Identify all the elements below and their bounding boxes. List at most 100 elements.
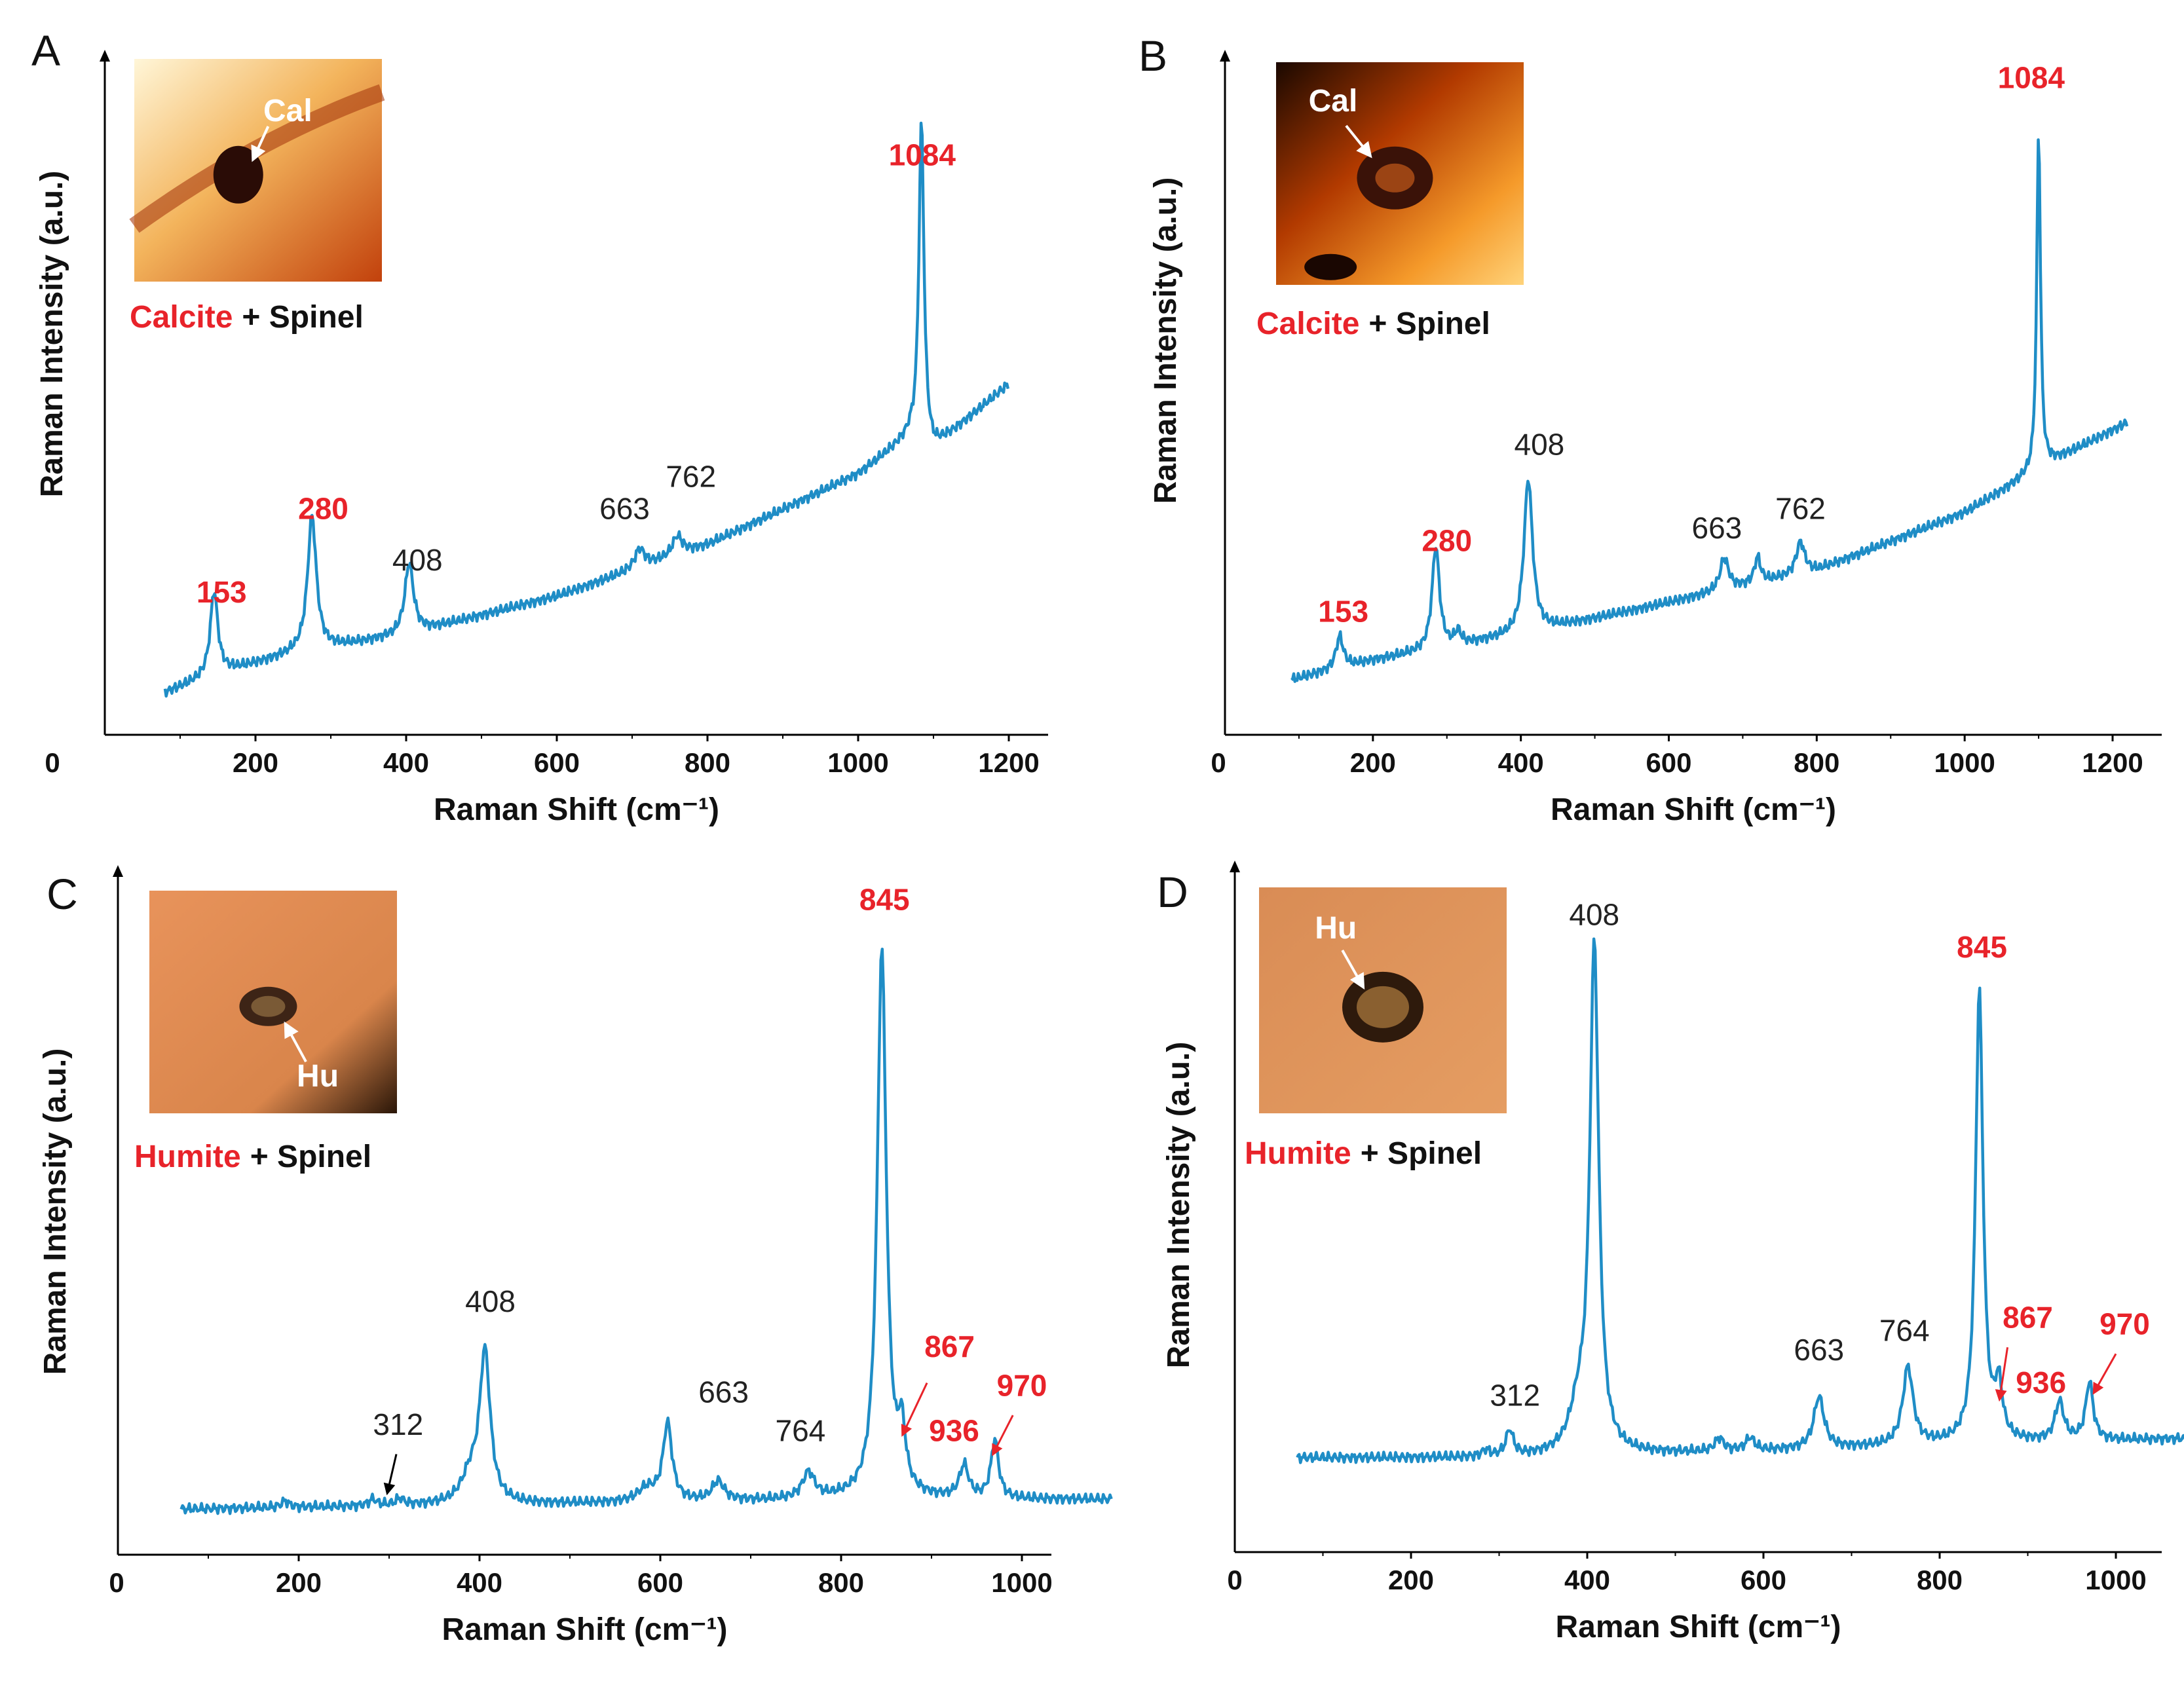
panel-a: 0 200 400 600 800 1000 1200 Raman Shift (cm⁻¹) R… [31, 26, 1048, 827]
x-axis-label: Raman Shift (cm⁻¹) [1555, 1610, 1841, 1644]
peak-label: 845 [1957, 930, 2007, 964]
inset-micrograph: Hu [1259, 887, 1507, 1113]
inset-arrow [284, 1021, 307, 1063]
x-tick-label: 600 [534, 747, 580, 778]
peak-label: 408 [465, 1284, 516, 1318]
x-tick-label: 1000 [991, 1567, 1052, 1598]
x-tick-label: 1200 [2082, 747, 2143, 778]
peak-label: 936 [2016, 1365, 2066, 1400]
peak-label: 936 [929, 1414, 979, 1448]
peak-label: 762 [666, 459, 716, 493]
x-tick-label: 400 [1498, 747, 1544, 778]
y-axis-arrow-icon [113, 865, 123, 877]
mineral-rest: + Spinel [1361, 1136, 1482, 1171]
mineral-rest: + Spinel [242, 300, 363, 335]
panel-c: 0 200 400 600 800 1000 Raman Shift (cm⁻¹) Raman… [38, 865, 1113, 1647]
peak-label: 1084 [1998, 61, 2065, 95]
inset-arrow [1345, 124, 1372, 158]
y-axis-label: Raman Intensity (a.u.) [38, 1048, 73, 1375]
x-tick-label: 0 [1211, 747, 1226, 778]
x-tick-label: 1200 [978, 747, 1039, 778]
peak-label: 280 [1421, 524, 1472, 558]
x-tick-label: 600 [1646, 747, 1691, 778]
x-tick-label: 600 [1741, 1565, 1786, 1595]
x-tick-label: 200 [1350, 747, 1396, 778]
x-tick-label: 200 [233, 747, 278, 778]
mineral-caption: Calcite + Spinel [130, 300, 364, 335]
peak-label: 153 [1318, 595, 1368, 629]
x-tick-label: 0 [109, 1567, 124, 1598]
x-tick-label: 200 [1388, 1565, 1434, 1595]
peak-label: 970 [997, 1368, 1047, 1402]
spectrum-line [1296, 937, 2184, 1464]
mineral-highlight: Humite [134, 1140, 241, 1174]
x-tick-label: 0 [45, 747, 60, 778]
peak-label: 1084 [889, 138, 956, 172]
mineral-caption: Humite + Spinel [134, 1140, 371, 1174]
inset-label: Hu [297, 1059, 339, 1094]
peak-label: 408 [1569, 898, 1619, 932]
spectrum-line [1290, 138, 2129, 683]
y-axis-label: Raman Intensity (a.u.) [35, 171, 69, 498]
peak-label: 312 [373, 1407, 423, 1441]
peak-label: 970 [2099, 1307, 2150, 1341]
x-tick-label: 800 [1794, 747, 1839, 778]
inset-micrograph: Cal [1276, 62, 1524, 285]
spectrum-line [163, 121, 1009, 698]
peak-label: 408 [392, 543, 443, 577]
peak-label: 663 [1692, 511, 1742, 545]
mineral-rest: + Spinel [250, 1140, 371, 1174]
peak-label: 280 [298, 492, 348, 526]
panel-d: 0 200 400 600 800 1000 Raman Shift (cm⁻¹) Raman… [1157, 861, 2184, 1644]
mineral-highlight: Calcite [1256, 306, 1359, 341]
y-axis-arrow-icon [1220, 50, 1230, 62]
peak-arrow [992, 1415, 1014, 1456]
x-tick-label: 0 [1227, 1565, 1242, 1595]
mineral-rest: + Spinel [1368, 306, 1490, 341]
x-tick-label: 800 [1917, 1565, 1963, 1595]
x-tick-label: 800 [818, 1567, 864, 1598]
x-tick-label: 400 [457, 1567, 502, 1598]
mineral-caption: Calcite + Spinel [1256, 306, 1490, 341]
panel-letter: A [31, 26, 60, 75]
inset-label: Hu [1315, 911, 1357, 946]
x-tick-label: 200 [276, 1567, 322, 1598]
peak-label: 663 [599, 492, 650, 526]
x-tick-label: 800 [685, 747, 730, 778]
x-axis-label: Raman Shift (cm⁻¹) [434, 792, 719, 827]
panel-letter: D [1157, 868, 1188, 916]
y-axis-label: Raman Intensity (a.u.) [1161, 1042, 1196, 1369]
mineral-highlight: Humite [1245, 1136, 1351, 1171]
x-tick-label: 600 [637, 1567, 683, 1598]
peak-label: 408 [1515, 427, 1565, 461]
peak-label: 663 [1794, 1333, 1844, 1367]
spectrum-line [179, 948, 1113, 1515]
peak-label: 845 [859, 883, 910, 917]
peak-label: 764 [1879, 1313, 1930, 1347]
x-tick-label: 400 [1564, 1565, 1610, 1595]
peak-arrow [383, 1454, 398, 1496]
peak-arrow [2092, 1353, 2117, 1395]
x-axis-label: Raman Shift (cm⁻¹) [1551, 792, 1836, 827]
inset-label: Cal [1309, 84, 1358, 119]
inset-micrograph: Cal [129, 59, 385, 282]
panel-letter: C [47, 870, 78, 918]
mineral-caption: Humite + Spinel [1245, 1136, 1482, 1171]
y-axis-arrow-icon [1230, 861, 1240, 872]
peak-label: 663 [698, 1375, 749, 1409]
x-axis-label: Raman Shift (cm⁻¹) [442, 1612, 727, 1647]
peak-label: 153 [197, 575, 247, 609]
panel-letter: B [1139, 31, 1167, 80]
mineral-highlight: Calcite [130, 300, 233, 335]
inset-label: Cal [263, 94, 312, 128]
x-tick-label: 400 [383, 747, 429, 778]
inset-arrow [251, 126, 270, 162]
peak-label: 762 [1775, 492, 1826, 526]
y-axis-arrow-icon [100, 50, 110, 62]
peak-label: 867 [924, 1329, 975, 1363]
y-axis-label: Raman Intensity (a.u.) [1148, 177, 1183, 504]
peak-label: 764 [776, 1414, 826, 1448]
x-tick-label: 1000 [827, 747, 888, 778]
